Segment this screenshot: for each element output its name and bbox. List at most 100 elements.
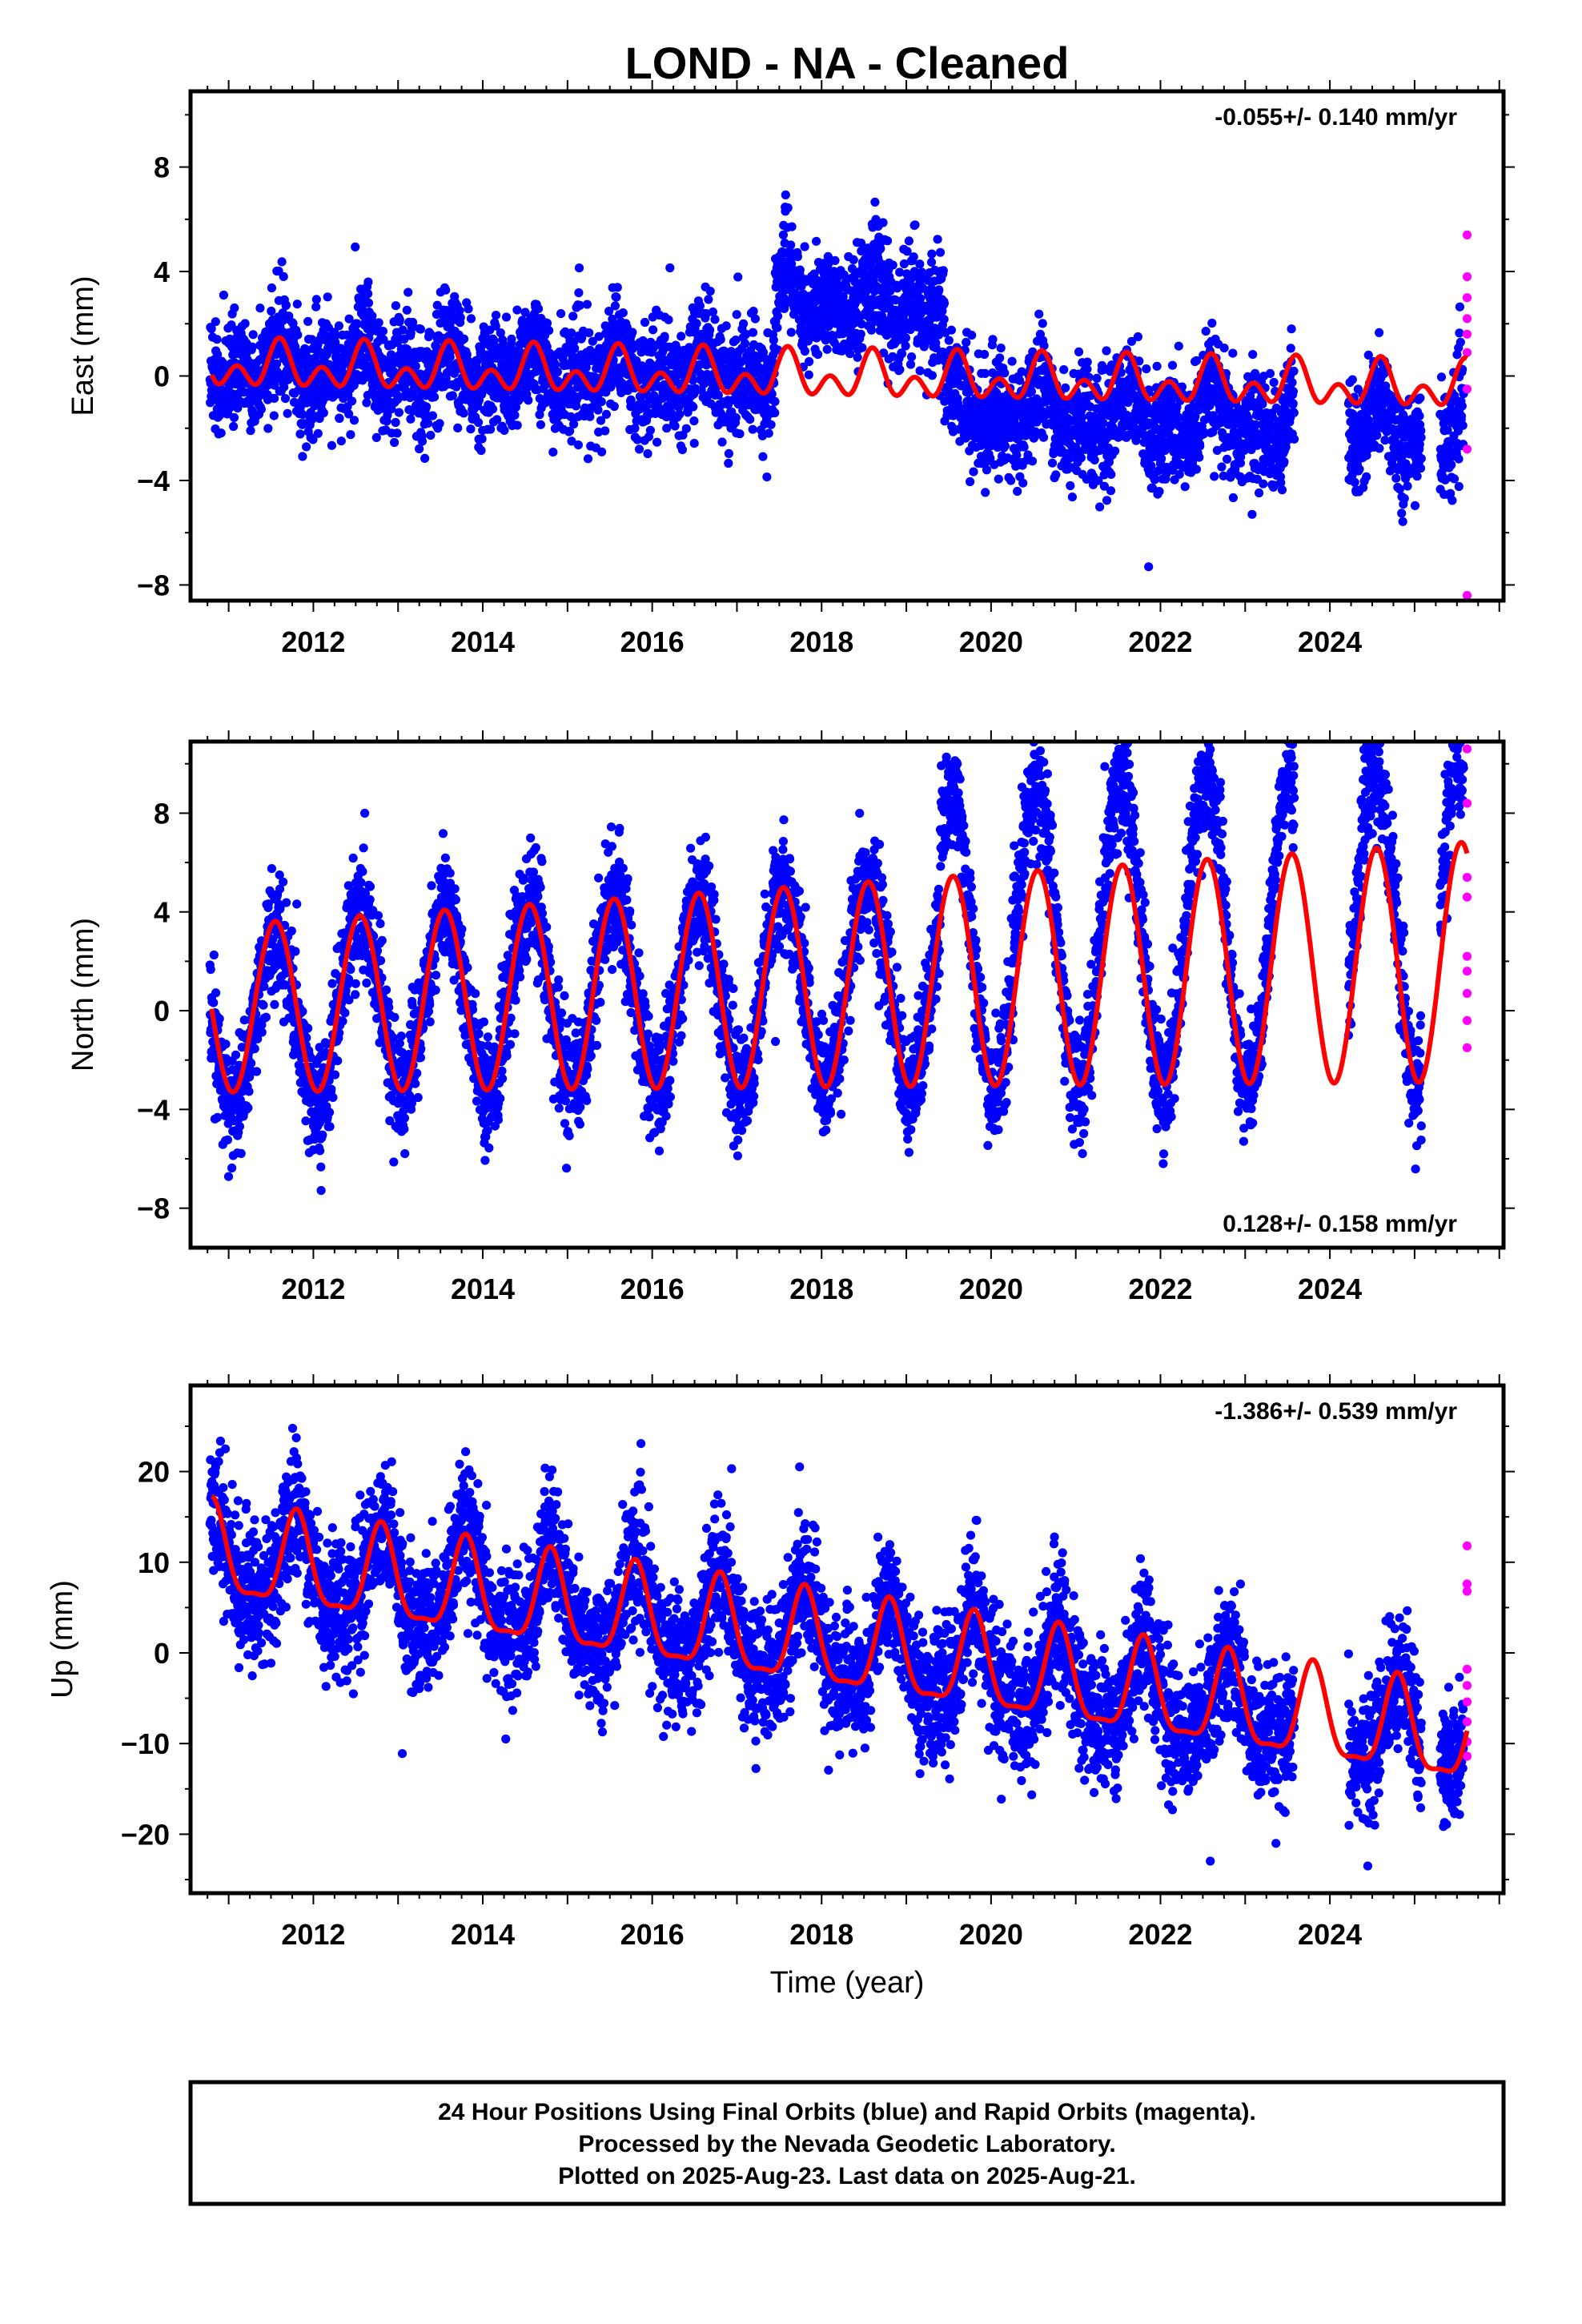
data-point [907,352,917,362]
data-point [524,396,533,405]
data-point [1082,357,1092,367]
data-point [1288,399,1298,408]
data-point [1106,486,1116,496]
data-point [870,197,880,207]
data-point [1195,452,1204,462]
data-point [1399,493,1409,504]
data-point [910,220,920,230]
data-point [822,344,832,354]
data-point [1013,486,1022,497]
data-point [391,301,400,311]
data-point [248,330,258,340]
data-point [1019,442,1029,452]
data-point [739,319,749,328]
data-point [491,311,501,320]
data-point [466,424,476,434]
data-point [552,367,562,377]
data-point [675,409,685,419]
data-point [830,255,840,265]
data-point [1217,462,1227,472]
data-point [352,319,362,328]
data-point [548,448,558,457]
data-point [927,371,937,380]
data-point [904,236,913,246]
data-point [724,458,733,468]
data-point [216,428,226,438]
data-point [291,342,300,352]
data-point [1180,482,1190,492]
data-point [1375,328,1384,337]
data-point [429,392,440,402]
data-point [323,292,332,302]
data-point [247,342,257,352]
data-point [1290,434,1299,444]
data-point [379,335,388,344]
data-point [996,344,1006,353]
data-point [866,325,877,335]
data-point [1092,373,1102,383]
data-point [363,298,374,308]
data-point [230,303,239,313]
data-point [212,335,222,344]
data-point [336,436,346,446]
data-point [311,295,321,304]
data-point [1416,432,1426,442]
data-point [888,260,897,270]
data-point [449,368,460,378]
data-point [601,409,612,419]
data-point [1223,454,1232,464]
data-point [1038,432,1049,442]
data-point [292,300,302,309]
data-point [533,304,544,314]
data-point [805,356,814,367]
data-point [1207,318,1217,328]
data-point [735,429,745,439]
data-point [582,300,592,309]
data-point [1279,456,1289,467]
data-point [795,265,805,275]
data-point [1395,485,1404,494]
data-point [708,307,718,317]
data-point [895,364,905,375]
data-point [1415,411,1424,421]
data-point [271,359,282,368]
data-point [787,222,797,231]
data-point [464,304,473,314]
data-point [689,416,699,426]
data-point [584,328,594,338]
data-point [281,300,291,310]
data-point [905,360,916,369]
data-point [466,314,476,324]
data-point [229,421,239,432]
data-point [390,437,400,448]
data-point [492,415,502,424]
data-point [1154,487,1164,497]
data-point [229,412,239,423]
data-point [1375,444,1384,453]
data-point [915,259,925,269]
data-point [1067,493,1077,502]
data-point [267,306,276,316]
data-point [926,257,937,267]
data-point [346,430,355,440]
data-point [411,361,420,371]
data-point [453,423,463,433]
data-point [1095,502,1105,512]
data-point [351,242,360,251]
data-point [295,429,305,439]
data-point [306,408,315,417]
data-point [473,417,484,428]
data-point [1051,470,1061,480]
data-point [583,454,593,464]
data-point [1258,399,1267,409]
data-point [477,434,487,444]
data-point [585,412,595,421]
data-point [612,292,621,302]
data-point [1000,441,1010,451]
data-point [1398,517,1407,526]
data-point [773,312,783,321]
data-point [1106,469,1116,480]
data-point [716,335,725,344]
data-point [660,332,669,341]
data-point [319,408,328,418]
